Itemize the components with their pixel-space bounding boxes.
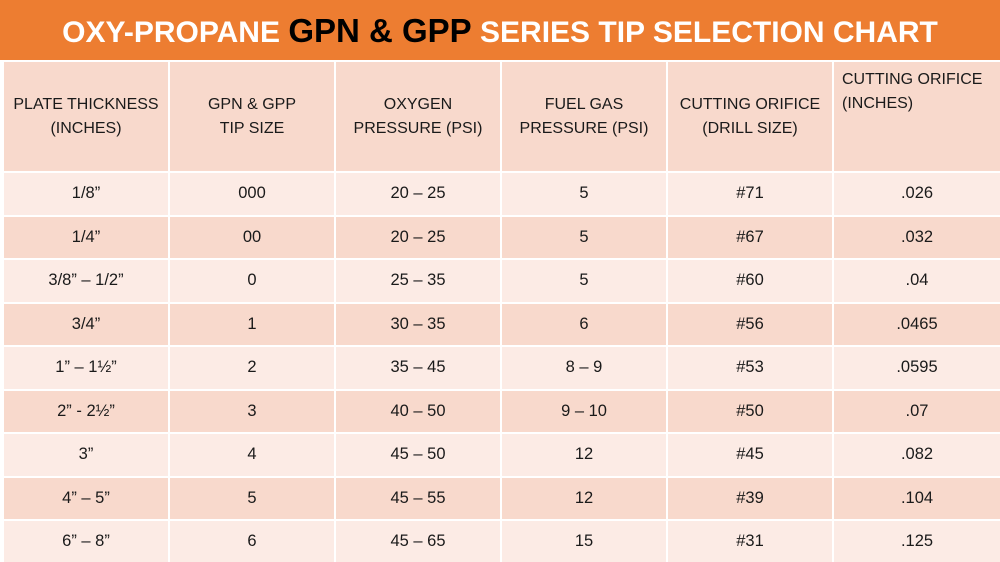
table-cell: 1 — [170, 303, 334, 345]
header-line: (INCHES) — [842, 95, 914, 112]
header-orifice-inches: CUTTING ORIFICE (INCHES) — [834, 62, 1000, 171]
header-line: GPN & GPP — [207, 95, 297, 113]
table-cell: .0595 — [834, 347, 1000, 389]
header-line: TIP SIZE — [219, 119, 285, 137]
title-part-2: GPN & GPP — [288, 12, 472, 49]
table-body: 1/8” 000 20 – 25 5 #71.026 1/4” 00 20 – 25 5 #67.… — [4, 173, 1000, 562]
title-part-3: SERIES TIP SELECTION CHART — [471, 16, 938, 49]
table-cell: 3/8” – 1/2” — [4, 260, 168, 302]
table-cell: 5 — [502, 173, 666, 215]
table-row: 3/4” 1 30 – 35 6 #56.0465 — [4, 303, 1000, 345]
table-cell: #60 — [668, 260, 832, 302]
table-cell: .104 — [834, 477, 1000, 519]
table-cell: #71 — [668, 173, 832, 215]
table-cell: .0465 — [834, 303, 1000, 345]
header-line: CUTTING ORIFICE — [679, 95, 821, 113]
table-row: 2” - 2½” 3 40 – 50 9 – 10 #50.07 — [4, 390, 1000, 432]
header-tip-size: GPN & GPP TIP SIZE — [170, 62, 334, 171]
table-cell: 000 — [170, 173, 334, 215]
table-cell: .026 — [834, 173, 1000, 215]
header-line: FUEL GAS — [544, 95, 624, 113]
table-cell: #45 — [668, 434, 832, 476]
header-plate-thickness: PLATE THICKNESS (INCHES) — [4, 62, 168, 171]
table-row: 1/4” 00 20 – 25 5 #67.032 — [4, 216, 1000, 258]
table-cell: #31 — [668, 521, 832, 562]
title-bar: OXY-PROPANE GPN & GPP SERIES TIP SELECTI… — [0, 0, 1000, 60]
table-cell: 3” — [4, 434, 168, 476]
table-cell: 6” – 8” — [4, 521, 168, 562]
table-cell: 0 — [170, 260, 334, 302]
table-cell: 2 — [170, 347, 334, 389]
header-line: (DRILL SIZE) — [702, 119, 798, 137]
header-row: PLATE THICKNESS (INCHES) GPN & GPP TIP SIZE… — [4, 62, 1000, 171]
table-cell: .04 — [834, 260, 1000, 302]
table-cell: 1/8” — [4, 173, 168, 215]
header-line: PLATE THICKNESS — [13, 95, 159, 113]
table-cell: .082 — [834, 434, 1000, 476]
table-cell: 5 — [170, 477, 334, 519]
table-cell: 6 — [502, 303, 666, 345]
header-line: (INCHES) — [50, 119, 122, 137]
table-cell: #53 — [668, 347, 832, 389]
table-cell: 20 – 25 — [336, 216, 500, 258]
tip-selection-table: PLATE THICKNESS (INCHES) GPN & GPP TIP SIZE… — [2, 60, 1000, 562]
table-cell: 3 — [170, 390, 334, 432]
table-row: 1/8” 000 20 – 25 5 #71.026 — [4, 173, 1000, 215]
table-row: 3” 4 45 – 50 12 #45.082 — [4, 434, 1000, 476]
table-cell: 5 — [502, 260, 666, 302]
table-cell: 40 – 50 — [336, 390, 500, 432]
table-row: 4” – 5” 5 45 – 55 12 #39.104 — [4, 477, 1000, 519]
table-cell: 00 — [170, 216, 334, 258]
table-cell: 45 – 50 — [336, 434, 500, 476]
table-cell: .032 — [834, 216, 1000, 258]
table-cell: #56 — [668, 303, 832, 345]
header-line: PRESSURE (PSI) — [353, 119, 483, 137]
table-cell: 4” – 5” — [4, 477, 168, 519]
header-line: PRESSURE (PSI) — [519, 119, 649, 137]
table-cell: 35 – 45 — [336, 347, 500, 389]
table-cell: #39 — [668, 477, 832, 519]
header-line: CUTTING ORIFICE — [842, 71, 983, 88]
table-cell: 45 – 55 — [336, 477, 500, 519]
chart-title: OXY-PROPANE GPN & GPP SERIES TIP SELECTI… — [62, 12, 938, 50]
table-cell: 30 – 35 — [336, 303, 500, 345]
table-row: 3/8” – 1/2” 0 25 – 35 5 #60.04 — [4, 260, 1000, 302]
table-cell: 9 – 10 — [502, 390, 666, 432]
table-cell: 15 — [502, 521, 666, 562]
header-orifice-drill-size: CUTTING ORIFICE (DRILL SIZE) — [668, 62, 832, 171]
table-cell: 8 – 9 — [502, 347, 666, 389]
table-cell: 20 – 25 — [336, 173, 500, 215]
table-cell: .07 — [834, 390, 1000, 432]
table-cell: 1” – 1½” — [4, 347, 168, 389]
table-cell: 5 — [502, 216, 666, 258]
table-row: 6” – 8” 6 45 – 65 15 #31.125 — [4, 521, 1000, 562]
table-cell: .125 — [834, 521, 1000, 562]
table-cell: 2” - 2½” — [4, 390, 168, 432]
table-cell: 6 — [170, 521, 334, 562]
table-cell: 3/4” — [4, 303, 168, 345]
header-fuel-gas-pressure: FUEL GAS PRESSURE (PSI) — [502, 62, 666, 171]
header-oxygen-pressure: OXYGEN PRESSURE (PSI) — [336, 62, 500, 171]
table-cell: 12 — [502, 434, 666, 476]
table-cell: 25 – 35 — [336, 260, 500, 302]
table-cell: #67 — [668, 216, 832, 258]
header-line: OXYGEN — [383, 95, 453, 113]
table-row: 1” – 1½” 2 35 – 45 8 – 9 #53.0595 — [4, 347, 1000, 389]
table-cell: 1/4” — [4, 216, 168, 258]
table-cell: #50 — [668, 390, 832, 432]
table-cell: 45 – 65 — [336, 521, 500, 562]
table-cell: 4 — [170, 434, 334, 476]
table-cell: 12 — [502, 477, 666, 519]
title-part-1: OXY-PROPANE — [62, 16, 289, 49]
